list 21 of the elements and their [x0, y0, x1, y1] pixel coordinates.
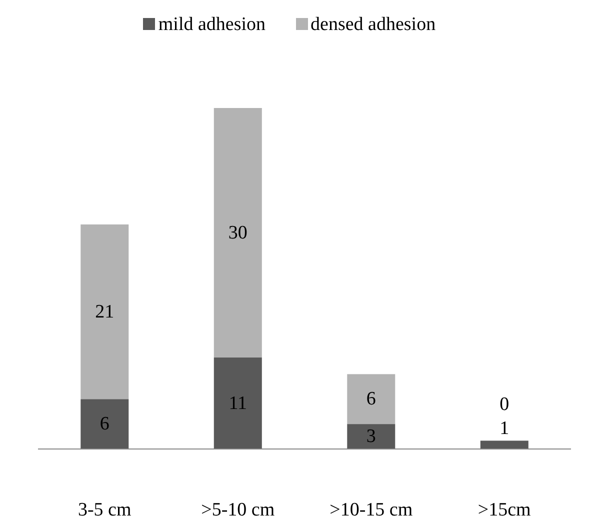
data-label: 0	[500, 394, 510, 416]
data-label: 6	[100, 414, 110, 435]
bar	[214, 358, 262, 449]
bar	[214, 108, 262, 358]
data-label: 11	[228, 392, 248, 414]
data-label: 3	[366, 426, 376, 448]
legend-label: densed adhesion	[310, 14, 436, 35]
bar	[480, 440, 528, 449]
x-tick-label: >10-15 cm	[330, 499, 413, 520]
x-tick-label: >15cm	[478, 499, 532, 520]
x-tick-label: >5-10 cm	[201, 499, 275, 520]
bar	[80, 224, 129, 400]
x-tick-label: 3-5 cm	[78, 499, 132, 520]
bar	[80, 399, 129, 449]
data-label: 30	[228, 222, 248, 244]
bar	[347, 424, 396, 449]
bar	[347, 374, 396, 424]
legend-label: mild adhesion	[157, 14, 266, 35]
data-label: 1	[500, 418, 510, 440]
data-label: 21	[95, 301, 114, 322]
data-label: 6	[366, 388, 376, 410]
